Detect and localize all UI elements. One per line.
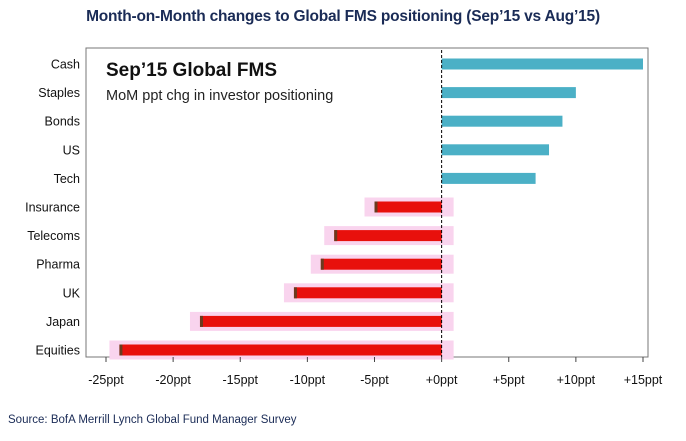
bar-uk [293, 287, 442, 299]
bar-edge-telecoms [334, 230, 338, 242]
x-tick-label: +15ppt [624, 373, 663, 387]
x-tick-label: -15ppt [223, 373, 259, 387]
category-label-cash: Cash [51, 58, 80, 72]
category-label-bonds: Bonds [45, 115, 80, 129]
bar-staples [441, 87, 576, 99]
bar-edge-uk [293, 287, 297, 299]
chart-title: Sep’15 Global FMS [106, 60, 277, 81]
page-title: Month-on-Month changes to Global FMS pos… [86, 8, 600, 25]
x-tick-label: -20ppt [155, 373, 191, 387]
x-tick-label: +0ppt [426, 373, 458, 387]
x-tick-label: -5ppt [360, 373, 389, 387]
category-label-uk: UK [63, 286, 81, 300]
category-label-insurance: Insurance [25, 201, 80, 215]
bar-edge-pharma [320, 258, 324, 270]
bar-insurance [374, 201, 442, 213]
x-tick-label: +5ppt [493, 373, 525, 387]
category-label-tech: Tech [54, 172, 80, 186]
bar-bonds [441, 115, 563, 127]
x-tick-label: +10ppt [557, 373, 596, 387]
category-label-japan: Japan [46, 315, 80, 329]
chart-subtitle: MoM ppt chg in investor positioning [106, 88, 333, 104]
bar-tech [441, 172, 536, 184]
bar-cash [441, 58, 643, 70]
bar-japan [199, 315, 442, 327]
category-label-pharma: Pharma [36, 258, 80, 272]
source-note: Source: BofA Merrill Lynch Global Fund M… [8, 414, 297, 426]
category-label-equities: Equities [36, 344, 80, 358]
category-label-us: US [63, 143, 80, 157]
category-label-staples: Staples [38, 86, 80, 100]
x-tick-label: -10ppt [290, 373, 326, 387]
bar-pharma [320, 258, 442, 270]
bar-us [441, 144, 550, 156]
bar-edge-equities [119, 344, 123, 356]
category-label-telecoms: Telecoms [27, 229, 80, 243]
bar-edge-japan [199, 315, 203, 327]
bar-edge-insurance [374, 201, 378, 213]
bar-telecoms [334, 230, 442, 242]
x-tick-label: -25ppt [88, 373, 124, 387]
bar-equities [119, 344, 442, 356]
